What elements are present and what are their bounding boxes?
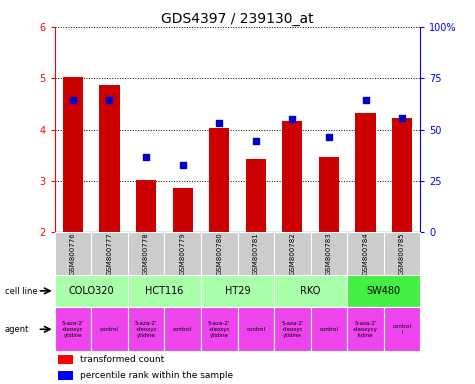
Bar (58, 355, 73, 364)
Text: GSM800779: GSM800779 (180, 232, 186, 275)
Bar (347, 232, 384, 275)
Point (105, 97, 113, 103)
Bar (91, 232, 128, 275)
Bar (209, 128, 229, 232)
Text: transformed count: transformed count (80, 355, 164, 364)
Bar (274, 275, 347, 307)
Text: GSM800782: GSM800782 (289, 232, 295, 275)
Text: percentile rank within the sample: percentile rank within the sample (80, 371, 233, 380)
Text: HT29: HT29 (225, 286, 250, 296)
Bar (384, 232, 420, 275)
Point (362, 97, 370, 103)
Bar (392, 118, 412, 232)
Point (69, 97, 77, 103)
Text: GSM800777: GSM800777 (106, 232, 113, 275)
Text: RKO: RKO (301, 286, 321, 296)
Text: 5-aza-2'
-deoxyc
ytidine: 5-aza-2' -deoxyc ytidine (135, 321, 157, 338)
Text: GSM800778: GSM800778 (143, 232, 149, 275)
Bar (201, 275, 274, 307)
Bar (201, 307, 238, 351)
Point (398, 115, 406, 121)
Point (289, 116, 296, 122)
Point (216, 120, 223, 126)
Bar (164, 232, 201, 275)
Bar (355, 113, 376, 232)
Text: 5-aza-2'
-deoxyc
ytidine: 5-aza-2' -deoxyc ytidine (208, 321, 230, 338)
Bar (246, 159, 266, 232)
Bar (238, 232, 274, 275)
Bar (172, 188, 193, 232)
Bar (55, 232, 91, 275)
Point (325, 134, 332, 141)
Bar (91, 307, 128, 351)
Bar (319, 157, 339, 232)
Text: agent: agent (5, 325, 29, 334)
Bar (55, 307, 91, 351)
Text: HCT116: HCT116 (145, 286, 183, 296)
Bar (55, 275, 128, 307)
Text: 5-aza-2'
-deoxycy
tidine: 5-aza-2' -deoxycy tidine (353, 321, 378, 338)
Text: cell line: cell line (5, 286, 38, 296)
Text: COLO320: COLO320 (68, 286, 114, 296)
Point (142, 154, 150, 160)
Text: GSM800784: GSM800784 (362, 232, 369, 275)
Bar (128, 275, 201, 307)
Bar (99, 85, 120, 232)
Text: GSM800780: GSM800780 (216, 232, 222, 275)
Text: GSM800776: GSM800776 (70, 232, 76, 275)
Bar (274, 232, 311, 275)
Text: GSM800785: GSM800785 (399, 232, 405, 275)
Bar (384, 307, 420, 351)
Bar (282, 121, 303, 232)
Bar (347, 275, 420, 307)
Text: control: control (100, 327, 119, 332)
Text: GSM800781: GSM800781 (253, 232, 259, 275)
Bar (201, 232, 238, 275)
Bar (238, 307, 274, 351)
Bar (136, 180, 156, 232)
Point (179, 161, 186, 167)
Text: SW480: SW480 (367, 286, 401, 296)
Bar (63, 77, 83, 232)
Text: control: control (173, 327, 192, 332)
Text: GSM800783: GSM800783 (326, 232, 332, 275)
Bar (128, 307, 164, 351)
Title: GDS4397 / 239130_at: GDS4397 / 239130_at (161, 12, 314, 26)
Bar (347, 307, 384, 351)
Text: control
l: control l (392, 324, 411, 335)
Bar (274, 307, 311, 351)
Bar (128, 232, 164, 275)
Point (252, 138, 259, 144)
Text: 5-aza-2'
-deoxyc
ytidine: 5-aza-2' -deoxyc ytidine (281, 321, 304, 338)
Text: control: control (246, 327, 265, 332)
Bar (311, 232, 347, 275)
Bar (311, 307, 347, 351)
Bar (164, 307, 201, 351)
Text: control: control (319, 327, 338, 332)
Text: 5-aza-2'
-deoxyc
ytidine: 5-aza-2' -deoxyc ytidine (62, 321, 84, 338)
Bar (58, 371, 73, 380)
